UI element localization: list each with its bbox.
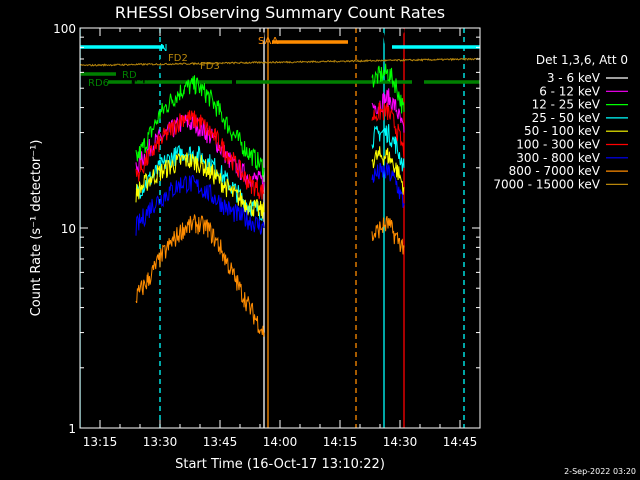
series-3: [135, 124, 405, 222]
legend-label-7: 800 - 7000 keV: [509, 164, 601, 178]
y-tick-label: 10: [61, 222, 76, 236]
footer-timestamp: 2-Sep-2022 03:20: [564, 467, 636, 476]
x-tick-label: 14:30: [383, 435, 418, 449]
legend-label-2: 12 - 25 keV: [532, 98, 601, 112]
flag-label-rd: RD: [122, 70, 137, 81]
legend-label-4: 50 - 100 keV: [524, 124, 601, 138]
flag-label-fd2: FD2: [168, 53, 188, 64]
series-line-2-0: [135, 75, 265, 179]
x-tick-label: 13:30: [143, 435, 178, 449]
x-tick-label: 14:45: [443, 435, 478, 449]
plot-frame: [79, 27, 481, 429]
legend-label-0: 3 - 6 keV: [547, 71, 601, 85]
flag-label-rd6: RD6: [88, 78, 109, 89]
series-line-7-0: [135, 214, 265, 337]
flag-label-saa: SAA: [258, 36, 279, 47]
series-line-1-0: [135, 114, 265, 191]
series-line-5-1: [371, 101, 405, 158]
x-tick-label: 14:00: [263, 435, 298, 449]
series-5: [135, 101, 405, 200]
x-tick-label: 13:45: [203, 435, 238, 449]
legend-label-6: 300 - 800 keV: [516, 151, 600, 165]
y-axis: 1 10 100: [53, 22, 480, 436]
series-line-5-0: [135, 110, 265, 200]
legend-label-3: 25 - 50 keV: [532, 111, 601, 125]
series-8: [80, 57, 480, 67]
plot-area: N SAA FD2 FD3 RD RD6: [80, 28, 480, 428]
series-1: [135, 88, 405, 191]
legend-label-1: 6 - 12 keV: [539, 84, 601, 98]
x-axis: 13:15 13:30 13:45 14:00 14:15 14:30 14:45: [79, 28, 481, 449]
series-line-6-0: [135, 174, 265, 236]
x-axis-label: Start Time (16-Oct-17 13:10:22): [175, 457, 385, 472]
series-line-6-1: [371, 162, 405, 208]
flag-label-n: N: [160, 43, 167, 54]
series-7: [135, 214, 405, 337]
flag-label-fd3: FD3: [200, 61, 220, 72]
series-line-4-1: [371, 146, 405, 195]
series-6: [135, 162, 405, 236]
series-4: [135, 146, 405, 219]
series-line-4-0: [135, 152, 265, 219]
legend-label-8: 7000 - 15000 keV: [493, 177, 600, 191]
y-tick-label: 100: [53, 22, 76, 36]
y-axis-label: Count Rate (s⁻¹ detector⁻¹): [29, 140, 44, 317]
x-tick-label: 13:15: [83, 435, 118, 449]
legend-header: Det 1,3,6, Att 0: [536, 53, 628, 67]
x-tick-label: 14:15: [323, 435, 358, 449]
series-line-8-0: [80, 57, 480, 67]
legend-label-5: 100 - 300 keV: [516, 138, 600, 152]
y-tick-label: 1: [68, 422, 76, 436]
series-line-7-1: [371, 216, 405, 255]
series-line-2-1: [371, 63, 405, 114]
chart-title: RHESSI Observing Summary Count Rates: [115, 3, 445, 22]
series-line-3-1: [371, 124, 405, 172]
series-2: [135, 63, 405, 179]
